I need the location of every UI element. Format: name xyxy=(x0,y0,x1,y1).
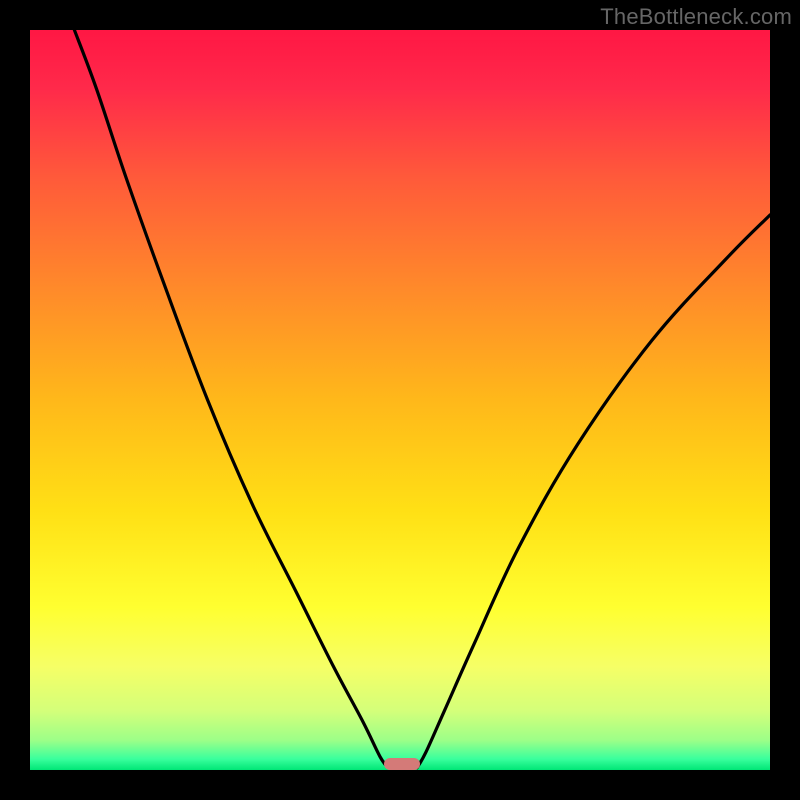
curve-right-branch xyxy=(417,215,770,768)
watermark-label: TheBottleneck.com xyxy=(600,4,792,30)
sweet-spot-marker xyxy=(384,758,420,770)
curve-layer xyxy=(30,30,770,770)
bottleneck-chart: TheBottleneck.com xyxy=(0,0,800,800)
plot-area xyxy=(30,30,770,770)
curve-left-branch xyxy=(74,30,388,768)
